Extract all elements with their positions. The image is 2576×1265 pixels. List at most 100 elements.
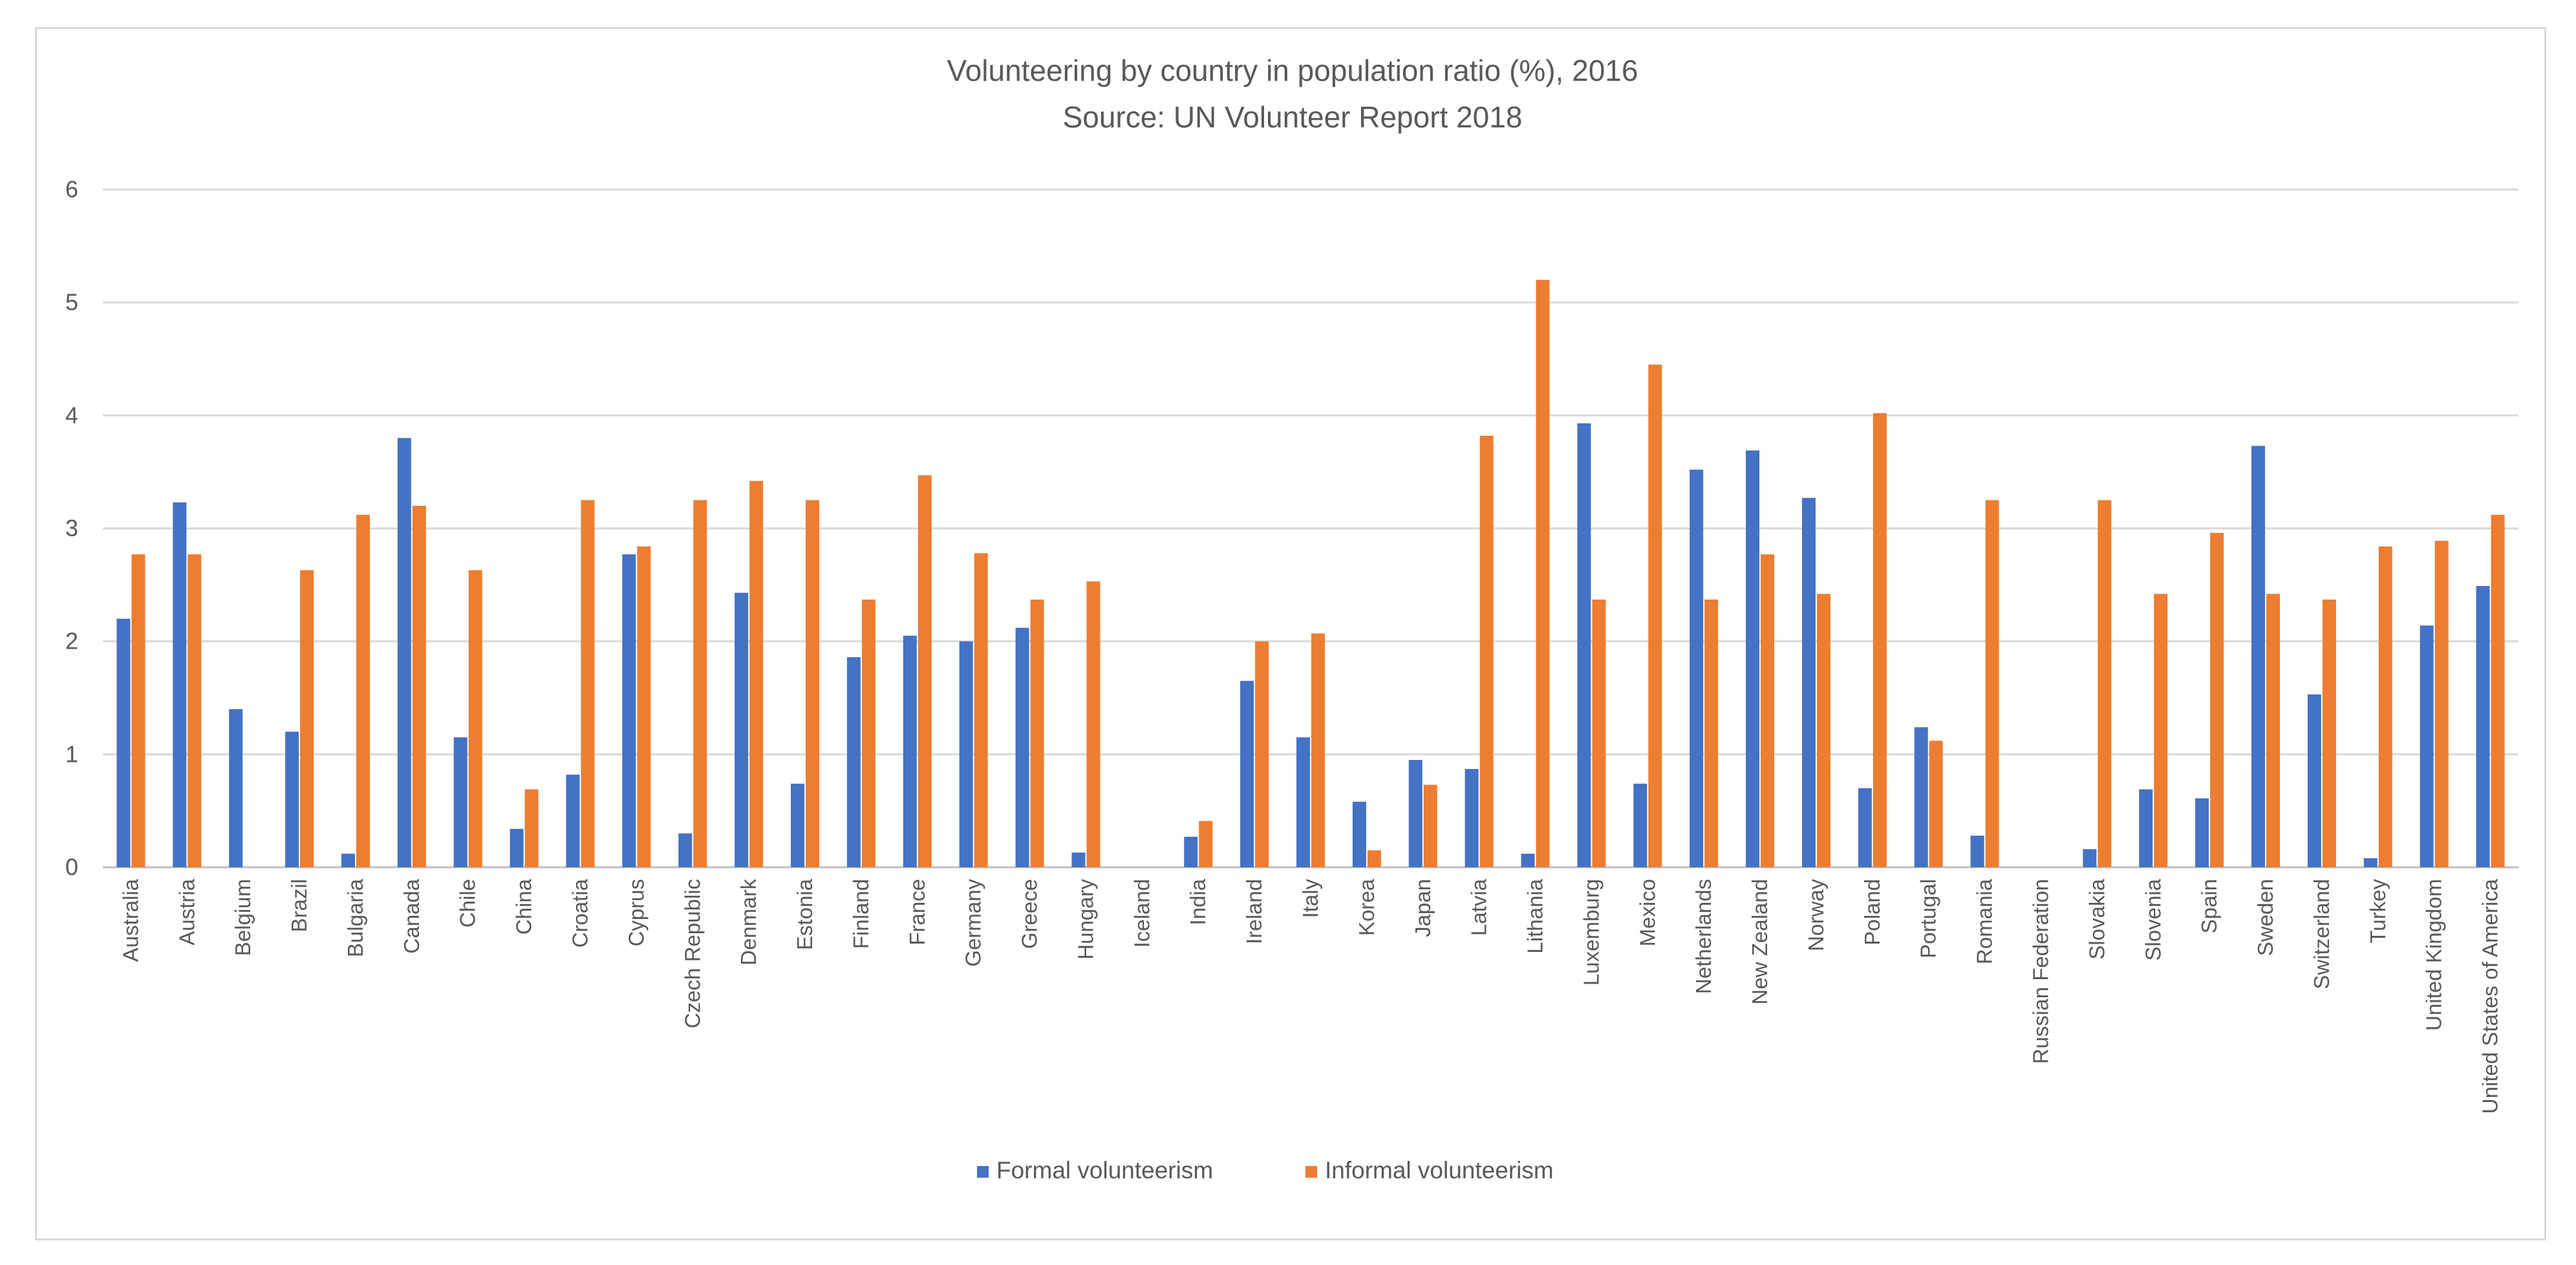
bar-formal (1521, 854, 1535, 867)
bar-formal (2420, 625, 2434, 867)
bar-informal (1423, 784, 1437, 867)
bar-informal (1592, 600, 1606, 867)
bar-informal (1985, 500, 1999, 867)
x-tick-label: China (512, 878, 536, 935)
bar-informal (2491, 515, 2505, 867)
bar-formal (2083, 849, 2097, 867)
bar-informal (581, 500, 595, 867)
bar-formal (678, 833, 692, 867)
bar-formal (510, 828, 524, 867)
chart-title: Volunteering by country in population ra… (947, 54, 1638, 87)
x-tick-label: Mexico (1635, 879, 1659, 947)
legend-swatch-informal (1305, 1166, 1317, 1178)
bar-informal (637, 546, 651, 867)
x-tick-label: India (1186, 878, 1210, 925)
bar-informal (861, 600, 875, 867)
bar-formal (959, 641, 973, 867)
y-axis-ticks: 0 1 2 3 4 5 6 (65, 176, 78, 880)
legend-label-formal: Formal volunteerism (996, 1157, 1213, 1184)
x-tick-label: Chile (456, 879, 480, 927)
x-tick-label: Germany (961, 879, 985, 967)
x-tick-label: Denmark (736, 879, 760, 966)
bar-formal (735, 592, 749, 867)
legend: Formal volunteerism Informal volunteeris… (977, 1157, 1554, 1184)
bar-informal (468, 570, 482, 867)
bar-chart: Volunteering by country in population ra… (65, 54, 2518, 1184)
bar-formal (2363, 858, 2377, 867)
x-tick-label: Belgium (231, 879, 255, 956)
bar-formal (1240, 680, 1254, 867)
bar-formal (622, 554, 636, 867)
legend-swatch-formal (977, 1166, 989, 1178)
bar-informal (1704, 600, 1719, 867)
bar-formal (173, 502, 187, 867)
bar-informal (1761, 554, 1775, 867)
bar-informal (1929, 741, 1943, 867)
bar-formal (397, 438, 411, 867)
bar-formal (1184, 836, 1198, 867)
bar-informal (1536, 279, 1550, 867)
bar-formal (2139, 789, 2153, 867)
x-axis-labels: Australia Austria Belgium Brazil Bulgaria Can… (118, 878, 2502, 1114)
bar-formal (2251, 446, 2266, 867)
x-tick-label: Netherlands (1691, 879, 1715, 994)
bar-informal (1030, 600, 1044, 867)
bar-informal (1816, 594, 1830, 867)
bar-formal (566, 774, 580, 867)
chart-subtitle: Source: UN Volunteer Report 2018 (1063, 100, 1523, 134)
x-tick-label: Bulgaria (343, 878, 367, 957)
y-tick-label: 6 (65, 176, 78, 202)
bar-informal (749, 481, 764, 867)
x-tick-label: United Kingdom (2422, 879, 2446, 1031)
bar-formal (903, 635, 917, 867)
x-tick-label: Brazil (287, 879, 311, 933)
bar-formal (1746, 450, 1760, 867)
bar-formal (1352, 801, 1366, 867)
x-tick-label: France (905, 879, 929, 946)
bar-informal (131, 554, 145, 867)
y-tick-label: 0 (65, 854, 78, 880)
bar-formal (1015, 627, 1029, 867)
bar-informal (1199, 821, 1213, 867)
bar-formal (846, 657, 861, 867)
bar-formal (791, 783, 805, 867)
y-tick-label: 5 (65, 289, 78, 316)
y-tick-label: 3 (65, 515, 78, 541)
y-tick-label: 4 (65, 402, 78, 428)
bar-formal (229, 709, 243, 867)
x-tick-label: Portugal (1916, 879, 1940, 958)
bar-formal (1577, 423, 1591, 867)
bar-informal (356, 515, 370, 867)
bar-informal (1311, 633, 1325, 867)
x-tick-label: Ireland (1242, 879, 1266, 944)
bar-formal (1690, 470, 1704, 867)
bar-informal (1255, 641, 1269, 867)
bar-formal (1801, 497, 1816, 867)
bar-formal (1858, 788, 1872, 867)
x-tick-label: Korea (1355, 878, 1379, 936)
gridlines (103, 188, 2518, 869)
bar-informal (300, 570, 314, 867)
x-tick-label: Croatia (568, 878, 592, 947)
x-tick-label: Cyprus (624, 879, 648, 947)
bar-formal (1465, 769, 1479, 867)
bar-informal (2210, 532, 2224, 867)
x-tick-label: Canada (400, 878, 424, 953)
x-tick-label: United States of America (2478, 878, 2502, 1114)
bar-informal (806, 500, 820, 867)
x-tick-label: Luxemburg (1579, 879, 1603, 986)
bar-formal (1914, 727, 1928, 867)
bar-formal (2307, 694, 2321, 867)
bar-formal (453, 737, 467, 867)
legend-label-informal: Informal volunteerism (1325, 1157, 1554, 1184)
x-tick-label: Australia (118, 878, 142, 962)
bar-informal (2434, 541, 2449, 867)
bar-formal (1296, 737, 1310, 867)
x-tick-label: Finland (849, 879, 873, 949)
bar-formal (1071, 852, 1086, 867)
bar-informal (2154, 594, 2168, 867)
bar-informal (188, 554, 202, 867)
x-tick-label: Latvia (1467, 878, 1491, 936)
bar-informal (2322, 600, 2336, 867)
bar-informal (1479, 435, 1494, 867)
